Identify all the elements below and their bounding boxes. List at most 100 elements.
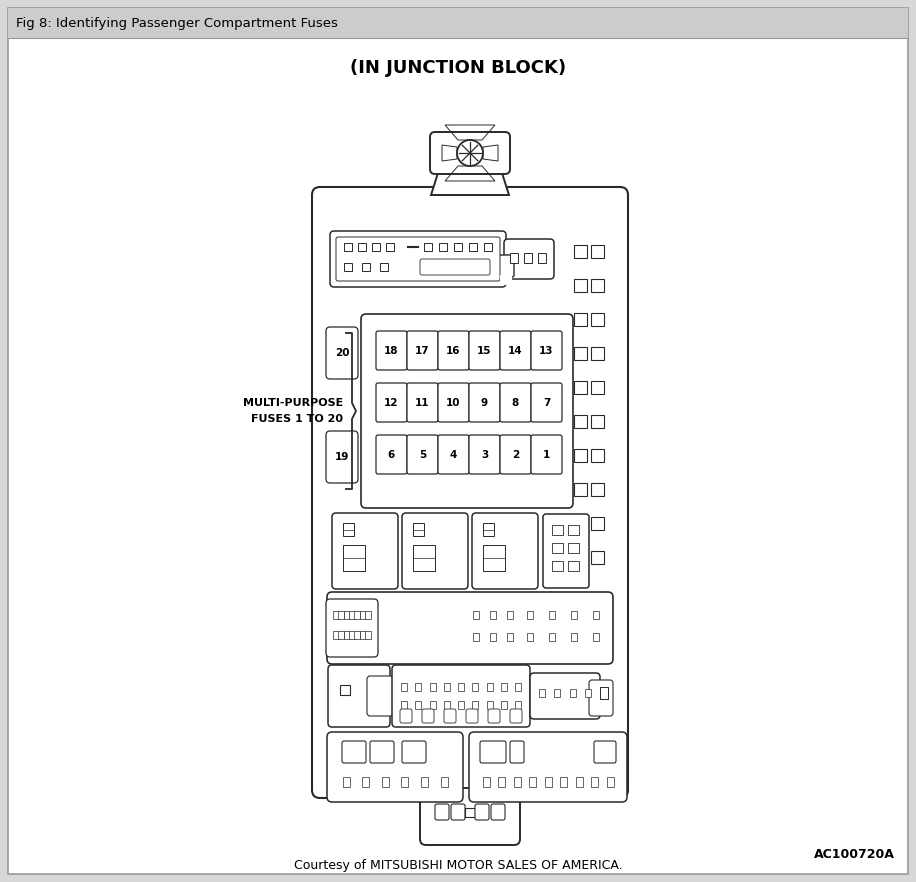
Bar <box>574 381 587 394</box>
Bar <box>552 525 563 535</box>
Bar <box>490 633 496 641</box>
Text: 15: 15 <box>477 346 492 355</box>
Bar <box>574 517 587 530</box>
Bar <box>591 347 604 360</box>
Bar <box>8 8 908 38</box>
Bar <box>349 611 355 619</box>
FancyBboxPatch shape <box>438 331 469 370</box>
Bar <box>552 561 563 571</box>
FancyBboxPatch shape <box>330 231 506 287</box>
Bar <box>574 245 587 258</box>
Bar <box>344 243 352 251</box>
Bar <box>593 611 599 619</box>
Bar <box>426 790 514 798</box>
Bar <box>570 689 575 697</box>
FancyBboxPatch shape <box>491 804 505 820</box>
Bar <box>515 701 521 709</box>
Bar <box>430 701 435 709</box>
Bar <box>591 415 604 428</box>
Text: 14: 14 <box>508 346 523 355</box>
FancyBboxPatch shape <box>504 239 554 279</box>
FancyBboxPatch shape <box>407 435 438 474</box>
Bar <box>514 777 520 787</box>
Bar <box>473 683 478 691</box>
FancyBboxPatch shape <box>327 592 613 664</box>
Bar <box>574 551 587 564</box>
Text: 11: 11 <box>415 398 430 407</box>
Text: 19: 19 <box>335 452 349 462</box>
FancyBboxPatch shape <box>312 187 628 798</box>
Bar <box>507 611 513 619</box>
Text: 2: 2 <box>512 450 519 460</box>
Bar <box>539 689 545 697</box>
Bar <box>574 483 587 496</box>
Bar <box>568 543 579 553</box>
Bar <box>544 777 551 787</box>
Bar <box>443 683 450 691</box>
FancyBboxPatch shape <box>444 709 456 723</box>
Text: 13: 13 <box>540 346 554 355</box>
Bar <box>574 347 587 360</box>
Text: AC100720A: AC100720A <box>814 848 895 862</box>
Bar <box>344 263 352 271</box>
Bar <box>585 689 591 697</box>
Bar <box>344 611 350 619</box>
FancyBboxPatch shape <box>407 383 438 422</box>
Bar <box>554 689 561 697</box>
Bar <box>413 545 435 571</box>
Text: 7: 7 <box>543 398 551 407</box>
Bar <box>401 683 407 691</box>
Bar <box>538 253 546 263</box>
Bar <box>343 523 354 536</box>
Bar <box>443 701 450 709</box>
Bar <box>498 777 505 787</box>
Bar <box>483 545 505 571</box>
Text: 18: 18 <box>384 346 398 355</box>
Bar <box>527 633 533 641</box>
Bar <box>568 561 579 571</box>
Bar <box>606 777 614 787</box>
Bar <box>549 633 555 641</box>
Bar <box>473 611 479 619</box>
Text: 8: 8 <box>512 398 519 407</box>
Bar <box>591 313 604 326</box>
Bar <box>593 633 599 641</box>
FancyBboxPatch shape <box>451 804 465 820</box>
Bar <box>574 415 587 428</box>
Text: MULTI-PURPOSE: MULTI-PURPOSE <box>243 398 343 408</box>
Bar <box>571 633 577 641</box>
Polygon shape <box>431 173 509 195</box>
FancyBboxPatch shape <box>475 804 489 820</box>
Bar <box>575 777 583 787</box>
FancyBboxPatch shape <box>328 665 390 727</box>
FancyBboxPatch shape <box>422 709 434 723</box>
FancyBboxPatch shape <box>370 741 394 763</box>
Bar <box>473 701 478 709</box>
FancyBboxPatch shape <box>469 383 500 422</box>
Bar <box>420 777 428 787</box>
Bar <box>372 243 380 251</box>
Text: 10: 10 <box>446 398 461 407</box>
Bar <box>483 523 494 536</box>
FancyBboxPatch shape <box>326 327 358 379</box>
FancyBboxPatch shape <box>488 709 500 723</box>
FancyBboxPatch shape <box>531 331 562 370</box>
Bar <box>591 777 598 787</box>
Bar <box>362 263 370 271</box>
FancyBboxPatch shape <box>500 331 531 370</box>
Bar <box>333 631 339 639</box>
Bar <box>524 253 532 263</box>
FancyBboxPatch shape <box>376 331 407 370</box>
Bar <box>344 631 350 639</box>
FancyBboxPatch shape <box>392 665 530 727</box>
FancyBboxPatch shape <box>376 383 407 422</box>
FancyBboxPatch shape <box>407 331 438 370</box>
Bar <box>549 611 555 619</box>
FancyBboxPatch shape <box>420 259 490 275</box>
Bar <box>454 243 462 251</box>
Bar <box>591 245 604 258</box>
Bar <box>469 243 477 251</box>
Bar <box>568 525 579 535</box>
Text: 9: 9 <box>481 398 488 407</box>
Bar <box>401 777 409 787</box>
